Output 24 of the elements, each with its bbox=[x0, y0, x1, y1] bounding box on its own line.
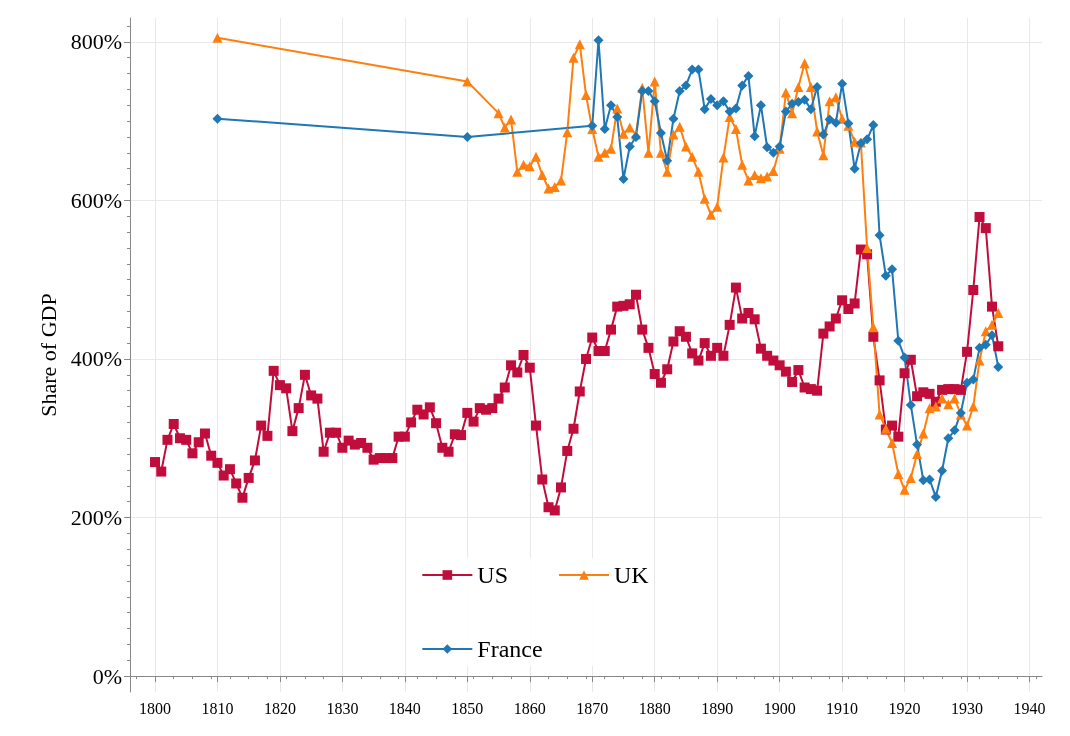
y-tick-label: 200% bbox=[70, 505, 122, 531]
x-tick-label: 1820 bbox=[263, 699, 296, 717]
x-tick-label: 1870 bbox=[576, 699, 609, 717]
x-tick-label: 1850 bbox=[451, 699, 484, 717]
y-tick-label: 400% bbox=[70, 346, 122, 372]
legend-label: US bbox=[477, 562, 509, 588]
x-tick-label: 1930 bbox=[951, 699, 984, 717]
x-tick-label: 1880 bbox=[638, 699, 671, 717]
legend-label: UK bbox=[614, 562, 650, 588]
y-tick-label: 800% bbox=[70, 29, 122, 55]
x-tick-label: 1810 bbox=[201, 699, 234, 717]
x-tick-label: 1840 bbox=[388, 699, 421, 717]
x-tick-label: 1860 bbox=[513, 699, 546, 717]
x-tick-label: 1890 bbox=[701, 699, 734, 717]
x-tick-label: 1900 bbox=[763, 699, 796, 717]
x-tick-label: 1830 bbox=[326, 699, 359, 717]
y-tick-label: 0% bbox=[92, 663, 122, 689]
x-tick-label: 1800 bbox=[138, 699, 171, 717]
legend-label: France bbox=[477, 636, 543, 662]
x-tick-label: 1940 bbox=[1013, 699, 1046, 717]
y-axis-title: Share of GDP bbox=[36, 293, 62, 417]
x-tick-label: 1910 bbox=[826, 699, 859, 717]
x-tick-label: 1920 bbox=[888, 699, 921, 717]
y-tick-label: 600% bbox=[70, 187, 122, 213]
